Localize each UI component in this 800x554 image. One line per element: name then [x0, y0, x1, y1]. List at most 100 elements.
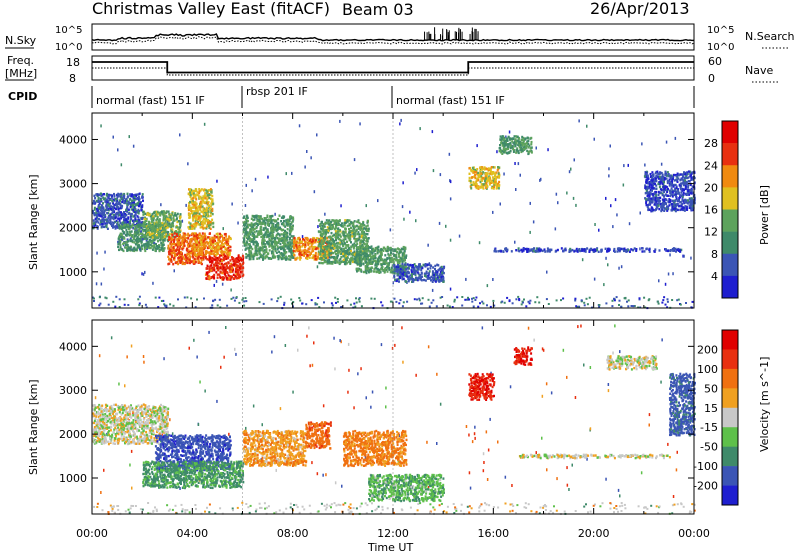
heatmap-cell	[124, 212, 127, 216]
heatmap-cell	[264, 222, 267, 225]
heatmap-cell	[194, 209, 197, 213]
heatmap-cell	[310, 299, 313, 302]
heatmap-cell	[218, 256, 221, 259]
heatmap-cell	[251, 234, 254, 238]
heatmap-cell	[191, 224, 194, 228]
heatmap-cell	[201, 246, 204, 250]
heatmap-cell	[173, 256, 176, 260]
heatmap-cell	[378, 271, 381, 274]
heatmap-cell	[168, 214, 171, 217]
heatmap-cell	[116, 195, 119, 198]
heatmap-cell	[119, 199, 122, 202]
heatmap-cell	[248, 251, 251, 254]
heatmap-cell	[93, 194, 96, 197]
heatmap-cell	[362, 258, 365, 261]
heatmap-cell	[199, 202, 201, 206]
heatmap-cell	[345, 262, 348, 265]
heatmap-cell	[270, 239, 273, 243]
heatmap-cell	[175, 253, 178, 256]
heatmap-cell	[194, 225, 197, 228]
heatmap-cell	[259, 216, 262, 220]
heatmap-cell	[136, 229, 139, 232]
heatmap-cell	[343, 224, 346, 227]
heatmap-cell	[259, 215, 262, 218]
heatmap-cell	[159, 222, 162, 225]
heatmap-cell	[194, 245, 197, 248]
heatmap-cell	[449, 180, 452, 184]
heatmap-cell	[286, 235, 289, 238]
heatmap-cell	[220, 234, 223, 237]
heatmap-cell	[287, 218, 290, 222]
heatmap-cell	[123, 214, 126, 218]
heatmap-cell	[209, 245, 212, 249]
heatmap-cell	[105, 297, 108, 300]
heatmap-cell	[359, 268, 362, 271]
heatmap-cell	[199, 217, 202, 220]
heatmap-cell	[180, 253, 183, 256]
heatmap-cell	[300, 250, 303, 254]
heatmap-cell	[210, 252, 213, 255]
heatmap-cell	[618, 266, 620, 270]
heatmap-cell	[272, 254, 275, 257]
heatmap-cell	[206, 194, 209, 197]
heatmap-cell	[282, 224, 285, 227]
nsky-panel-frame	[91, 23, 695, 51]
heatmap-cell	[192, 249, 195, 253]
heatmap-cell	[111, 224, 113, 227]
heatmap-cell	[346, 248, 349, 252]
heatmap-cell	[388, 268, 391, 271]
heatmap-cell	[282, 233, 285, 236]
heatmap-cell	[664, 303, 667, 306]
heatmap-cell	[392, 261, 395, 264]
heatmap-cell	[256, 223, 259, 227]
heatmap-cell	[172, 263, 175, 266]
heatmap-cell	[322, 249, 325, 252]
heatmap-cell	[271, 224, 274, 227]
heatmap-cell	[261, 217, 264, 221]
heatmap-cell	[329, 245, 332, 248]
heatmap-cell	[192, 223, 195, 226]
heatmap-cell	[128, 225, 131, 228]
heatmap-cell	[104, 197, 107, 200]
heatmap-cell	[216, 179, 218, 183]
heatmap-cell	[170, 239, 173, 242]
heatmap-cell	[325, 255, 328, 258]
heatmap-cell	[448, 305, 451, 308]
heatmap-cell	[116, 206, 119, 209]
heatmap-cell	[195, 211, 198, 215]
heatmap-cell	[242, 262, 244, 265]
heatmap-cell	[399, 249, 402, 252]
heatmap-cell	[118, 203, 121, 206]
heatmap-cell	[348, 224, 351, 227]
heatmap-cell	[118, 201, 120, 204]
heatmap-cell	[209, 243, 212, 246]
heatmap-cell	[260, 247, 263, 250]
heatmap-cell	[243, 237, 246, 240]
heatmap-cell	[228, 251, 231, 255]
heatmap-cell	[325, 232, 327, 236]
heatmap-cell	[115, 219, 118, 223]
heatmap-cell	[122, 235, 125, 239]
heatmap-cell	[159, 225, 162, 228]
heatmap-cell	[224, 246, 227, 250]
heatmap-cell	[179, 261, 182, 264]
heatmap-cell	[613, 297, 615, 300]
heatmap-cell	[196, 208, 199, 212]
heatmap-cell	[521, 300, 524, 303]
heatmap-cell	[207, 220, 210, 224]
heatmap-cell	[316, 255, 319, 259]
heatmap-cell	[337, 227, 340, 230]
heatmap-cell	[276, 300, 279, 303]
heatmap-cell	[153, 238, 156, 242]
heatmap-cell	[233, 299, 236, 302]
heatmap-cell	[205, 189, 208, 192]
heatmap-cell	[328, 241, 331, 245]
heatmap-cell	[207, 251, 210, 254]
heatmap-cell	[272, 235, 275, 238]
heatmap-cell	[219, 254, 221, 257]
heatmap-cell	[356, 237, 359, 241]
heatmap-cell	[205, 225, 208, 228]
heatmap-cell	[170, 245, 173, 248]
heatmap-cell	[229, 249, 232, 252]
heatmap-cell	[187, 226, 190, 229]
